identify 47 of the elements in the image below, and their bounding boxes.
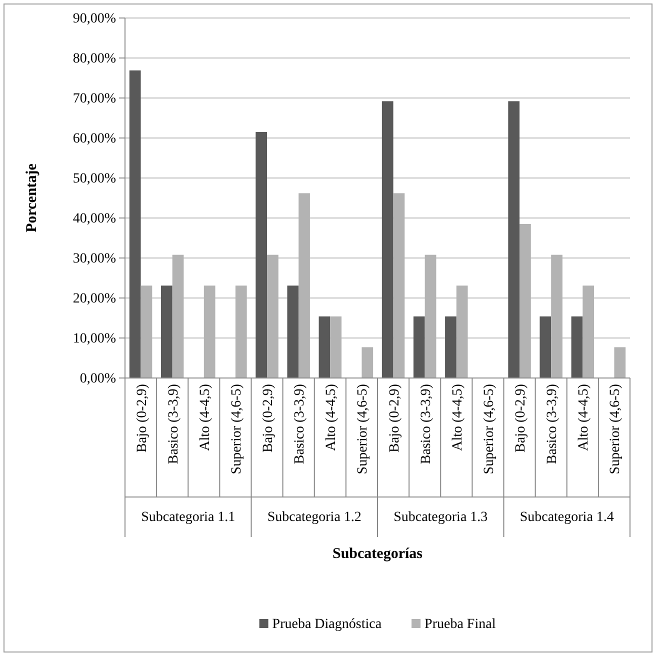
bar <box>362 347 374 378</box>
y-tick-label: 10,00% <box>72 331 116 346</box>
bar <box>413 316 425 378</box>
bar <box>508 101 520 378</box>
x-tick-label: Basico (3-3,9) <box>292 384 308 464</box>
bar <box>614 347 626 378</box>
y-tick-label: 90,00% <box>72 11 116 26</box>
bar <box>256 132 268 378</box>
x-tick-label: Alto (4-4,5) <box>198 384 213 451</box>
x-tick-label: Bajo (0-2,9) <box>387 384 402 452</box>
x-tick-label: Basico (3-3,9) <box>166 384 182 464</box>
x-tick-label: Basico (3-3,9) <box>418 384 434 464</box>
x-tick-label: Bajo (0-2,9) <box>261 384 276 452</box>
x-tick-label: Alto (4-4,5) <box>450 384 466 451</box>
x-tick-label: Bajo (0-2,9) <box>514 384 529 452</box>
x-tick-label: Superior (4,6-5) <box>229 384 244 474</box>
bar <box>445 316 456 378</box>
x-tick-label: Alto (4-4,5) <box>576 384 592 451</box>
y-tick-label: 70,00% <box>72 91 116 106</box>
bar <box>382 101 394 378</box>
x-tick-label: Basico (3-3,9) <box>545 384 560 464</box>
y-axis-title: Porcentaje <box>24 163 40 232</box>
legend-label: Prueba Final <box>424 617 496 632</box>
bar <box>318 316 330 378</box>
y-tick-label: 60,00% <box>72 131 116 146</box>
x-tick-label: Superior (4,6-5) <box>356 384 371 474</box>
bar <box>160 286 172 378</box>
x-tick-label: Superior (4,6-5) <box>608 384 624 474</box>
x-tick-label: Bajo (0-2,9) <box>134 384 150 452</box>
y-tick-label: 30,00% <box>72 251 116 266</box>
x-tick-label: Superior (4,6-5) <box>482 384 497 474</box>
text: Subcategoria 1.3 <box>394 510 488 525</box>
bar <box>540 316 552 378</box>
bar <box>571 316 583 378</box>
y-tick-label: 20,00% <box>72 291 116 306</box>
bar <box>129 70 141 378</box>
y-tick-label: 80,00% <box>72 51 116 66</box>
y-tick-label: 40,00% <box>72 211 116 226</box>
legend-label: Prueba Diagnóstica <box>272 617 382 632</box>
y-tick-label: 50,00% <box>72 171 116 186</box>
x-axis-title: Subcategorías <box>332 546 423 562</box>
y-tick-label: 0,00% <box>80 371 116 386</box>
text: Subcategoria 1.1 <box>141 510 236 525</box>
text: Subcategoria 1.2 <box>267 510 362 525</box>
bar <box>287 286 299 378</box>
text: Subcategoria 1.4 <box>520 510 614 525</box>
x-tick-label: Alto (4-4,5) <box>324 384 340 451</box>
